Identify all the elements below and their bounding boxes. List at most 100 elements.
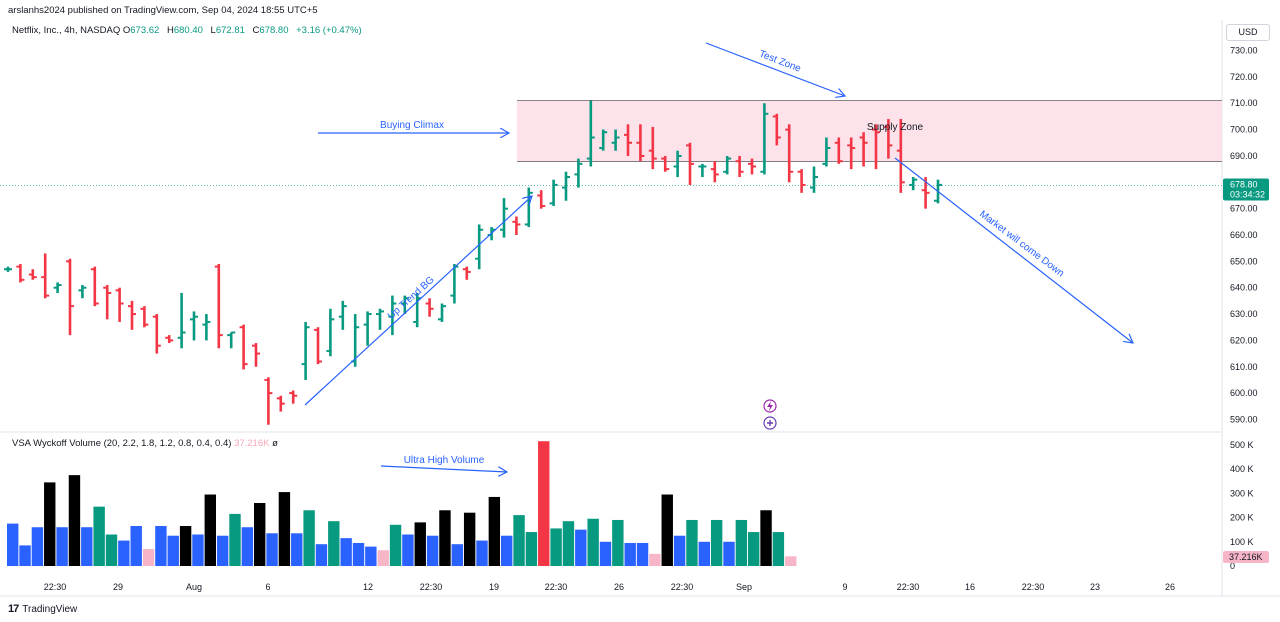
currency-button[interactable]: USD (1226, 24, 1270, 41)
ohlc-bar[interactable] (152, 314, 161, 354)
volume-bar[interactable] (303, 510, 315, 566)
volume-bar[interactable] (377, 550, 389, 566)
ohlc-bar[interactable] (872, 124, 880, 170)
buying-climax-label[interactable]: Buying Climax (380, 120, 444, 131)
ohlc-bar[interactable] (239, 324, 248, 370)
ultra-high-volume-arrow[interactable] (380, 465, 507, 472)
volume-bar[interactable] (204, 494, 216, 566)
ohlc-bar[interactable] (400, 295, 409, 315)
ohlc-bar[interactable] (847, 137, 856, 170)
volume-bar[interactable] (501, 535, 513, 566)
ohlc-bar[interactable] (574, 158, 583, 188)
volume-bar[interactable] (254, 503, 266, 566)
volume-bar[interactable] (649, 553, 661, 566)
ohlc-bar[interactable] (425, 298, 434, 317)
volume-bar[interactable] (760, 510, 772, 566)
volume-bar[interactable] (426, 535, 439, 566)
volume-bar[interactable] (7, 523, 19, 566)
volume-bar[interactable] (698, 541, 710, 566)
volume-bar[interactable] (167, 535, 179, 566)
volume-bar[interactable] (673, 535, 686, 566)
ohlc-bar[interactable] (537, 190, 546, 209)
eye-icon[interactable]: ø (272, 438, 278, 449)
volume-bar[interactable] (389, 524, 402, 566)
ohlc-bar[interactable] (115, 287, 124, 322)
volume-bar[interactable] (550, 528, 562, 566)
ohlc-bar[interactable] (28, 269, 37, 280)
plus-icon[interactable] (763, 416, 777, 430)
volume-bar[interactable] (710, 519, 723, 566)
volume-bar[interactable] (414, 522, 426, 566)
ohlc-bar[interactable] (822, 137, 831, 167)
ohlc-bar[interactable] (326, 308, 335, 357)
ohlc-bar[interactable] (41, 253, 50, 299)
ohlc-bar[interactable] (723, 155, 732, 175)
ohlc-bar[interactable] (177, 292, 186, 349)
volume-bar[interactable] (612, 519, 624, 566)
volume-bar[interactable] (735, 519, 748, 566)
volume-bar[interactable] (365, 546, 377, 566)
lightning-icon[interactable] (763, 399, 777, 413)
volume-bar[interactable] (636, 542, 649, 566)
ohlc-bar[interactable] (376, 308, 384, 330)
volume-bar[interactable] (241, 527, 254, 566)
ohlc-bar[interactable] (264, 377, 273, 425)
volume-bar[interactable] (562, 521, 575, 566)
volume-bar[interactable] (476, 540, 488, 566)
ohlc-bar[interactable] (698, 163, 707, 178)
volume-bar[interactable] (229, 513, 241, 566)
ohlc-bar[interactable] (785, 124, 794, 183)
ohlc-bar[interactable] (611, 129, 620, 151)
ohlc-bar[interactable] (624, 124, 632, 156)
volume-bar[interactable] (315, 544, 328, 566)
volume-bar[interactable] (513, 515, 525, 566)
ohlc-bar[interactable] (475, 224, 484, 270)
volume-bar[interactable] (661, 494, 673, 566)
ohlc-bar[interactable] (78, 285, 87, 299)
volume-bar[interactable] (278, 492, 291, 566)
ohlc-bar[interactable] (90, 266, 99, 307)
ohlc-bar[interactable] (388, 295, 397, 336)
ohlc-bar[interactable] (562, 171, 570, 201)
volume-bar[interactable] (118, 540, 130, 566)
ohlc-bar[interactable] (748, 158, 756, 175)
ohlc-bar[interactable] (797, 169, 806, 193)
volume-bar[interactable] (599, 541, 612, 566)
ohlc-bar[interactable] (4, 266, 12, 272)
ohlc-bar[interactable] (314, 327, 322, 365)
ohlc-bar[interactable] (735, 155, 744, 178)
test-zone-arrow[interactable] (705, 42, 845, 96)
ohlc-bar[interactable] (53, 282, 62, 293)
volume-bar[interactable] (291, 533, 303, 566)
volume-bar[interactable] (31, 527, 44, 566)
volume-bar[interactable] (587, 518, 599, 566)
ohlc-bar[interactable] (599, 129, 608, 151)
up-trend-arrow[interactable] (304, 196, 532, 406)
volume-bar[interactable] (130, 526, 142, 566)
volume-bar[interactable] (192, 534, 204, 567)
volume-bar[interactable] (538, 441, 550, 566)
volume-bar[interactable] (19, 545, 31, 566)
ohlc-bar[interactable] (909, 177, 918, 191)
ohlc-bar[interactable] (661, 155, 670, 172)
supply-zone-label[interactable]: Supply Zone (867, 122, 924, 133)
ohlc-bar[interactable] (202, 314, 211, 341)
volume-bar[interactable] (81, 527, 93, 566)
ohlc-bar[interactable] (140, 306, 149, 328)
ohlc-bar[interactable] (896, 119, 905, 193)
ohlc-bar[interactable] (500, 198, 508, 238)
volume-bar[interactable] (105, 534, 118, 567)
volume-bar[interactable] (93, 506, 105, 566)
ohlc-bar[interactable] (128, 300, 136, 330)
volume-bar[interactable] (328, 521, 340, 566)
ohlc-bar[interactable] (338, 300, 347, 330)
volume-bar[interactable] (402, 534, 414, 567)
ohlc-bar[interactable] (438, 303, 446, 322)
ohlc-bar[interactable] (512, 216, 521, 235)
volume-bar[interactable] (155, 526, 167, 566)
ohlc-bar[interactable] (686, 142, 694, 185)
ohlc-bar[interactable] (66, 258, 74, 336)
volume-bar[interactable] (352, 542, 365, 566)
ohlc-bar[interactable] (16, 263, 25, 283)
